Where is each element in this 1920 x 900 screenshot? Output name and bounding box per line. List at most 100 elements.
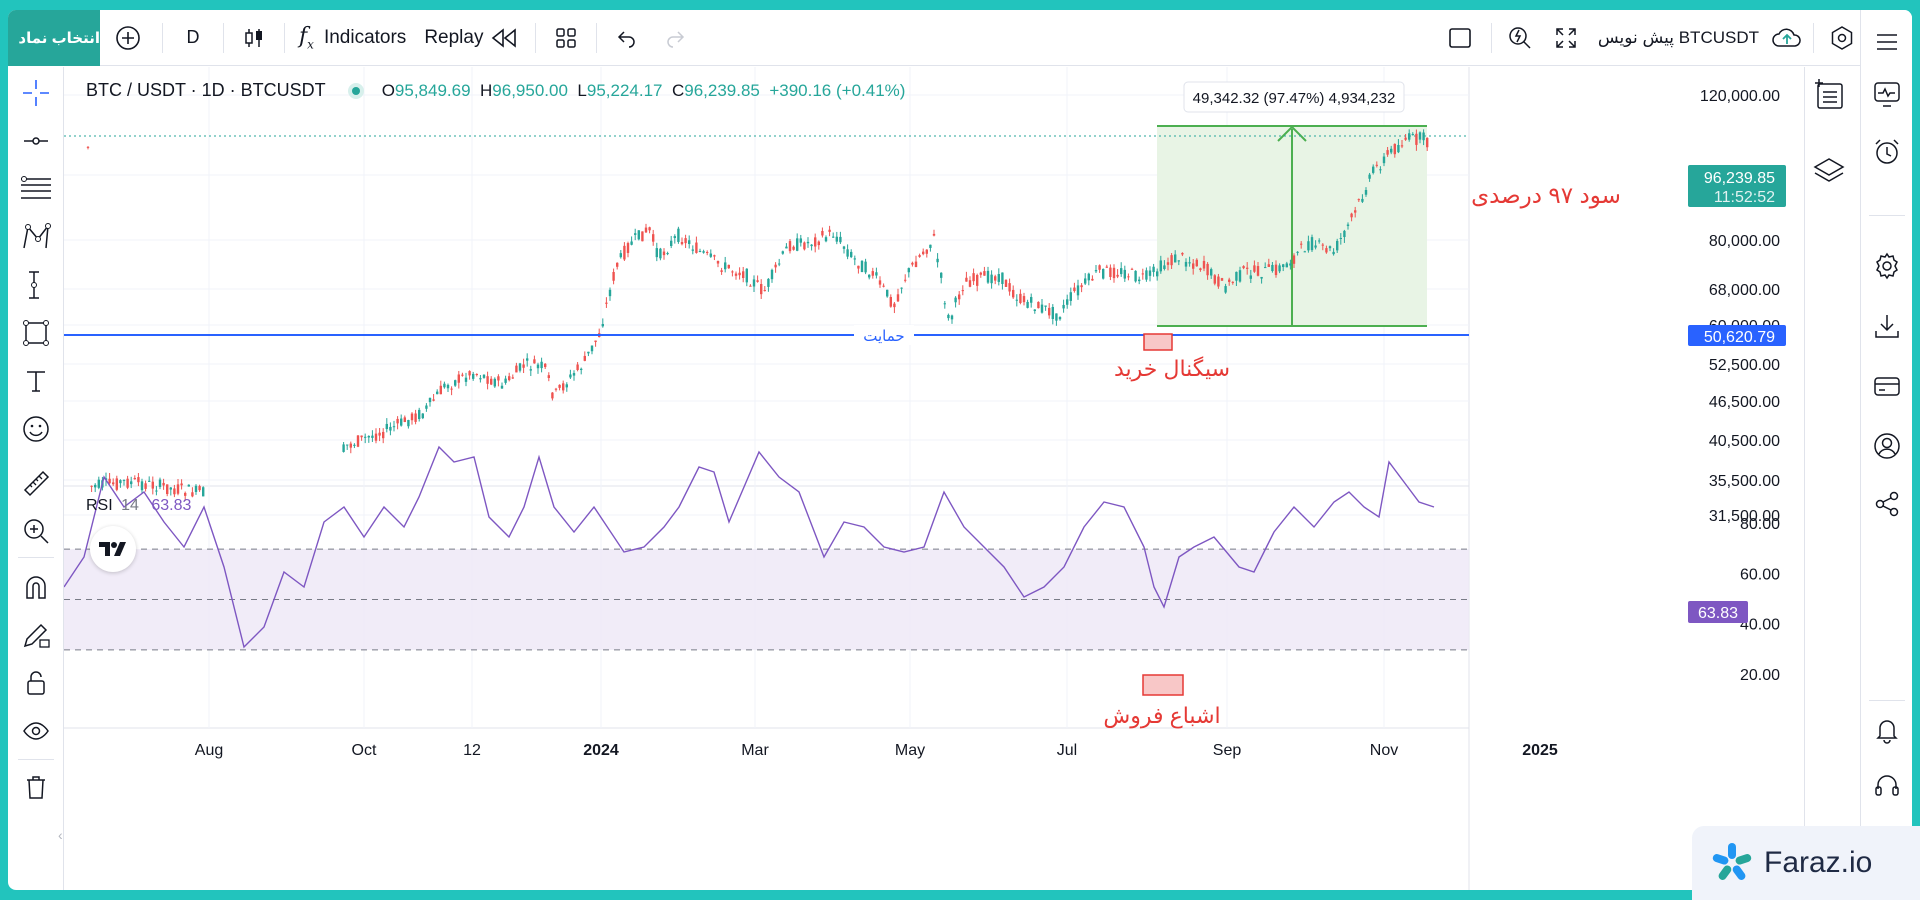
candle [364, 433, 367, 444]
alerts-button[interactable] [1867, 132, 1907, 172]
help-button[interactable] [1867, 766, 1907, 806]
zoom-tool[interactable] [16, 511, 56, 551]
candle [1339, 233, 1342, 245]
menu-button[interactable] [1867, 22, 1907, 62]
candle [893, 301, 896, 314]
candle [374, 428, 378, 444]
candle [122, 479, 126, 486]
candle [889, 294, 892, 308]
close-value: 96,239.85 [684, 80, 760, 100]
chart-legend: BTC / USDT · 1D · BTCUSDT O95,849.69 H96… [86, 80, 905, 101]
interval-button[interactable]: D [186, 27, 200, 47]
candle [828, 225, 831, 237]
candle [695, 236, 698, 254]
pattern-tool[interactable] [16, 217, 56, 257]
candle [655, 242, 658, 262]
lock-drawings-tool[interactable] [16, 663, 56, 703]
candle [688, 235, 691, 249]
maximize-button[interactable] [1542, 10, 1590, 66]
emoji-icon [23, 416, 49, 442]
settings-button[interactable] [1867, 246, 1907, 286]
support-label-bg [854, 325, 914, 345]
projection-tool[interactable] [16, 265, 56, 305]
lock-icon [27, 671, 45, 695]
menu-icon [1877, 34, 1897, 50]
text-tool[interactable] [16, 361, 56, 401]
candle [846, 244, 849, 260]
add-symbol-button[interactable] [100, 10, 156, 66]
quick-search-button[interactable] [1498, 10, 1542, 66]
list-plus-icon [1815, 79, 1843, 109]
undo-button[interactable] [603, 10, 651, 66]
watchlist-button[interactable] [1809, 75, 1849, 115]
layout-button[interactable] [542, 10, 590, 66]
candle [659, 247, 662, 261]
replay-button[interactable]: Replay [414, 10, 529, 66]
billing-button[interactable] [1867, 366, 1907, 406]
measure-tool-icon [29, 271, 39, 299]
cloud-save-button[interactable] [1767, 10, 1807, 66]
layout-name-button[interactable]: BTCUSDT پیش نویس [1590, 10, 1767, 66]
stay-drawing-tool[interactable] [16, 615, 56, 655]
candle [1069, 287, 1072, 306]
magnet-tool[interactable] [16, 567, 56, 607]
candle [796, 233, 799, 252]
crosshair-tool[interactable] [16, 73, 56, 113]
remove-drawings-tool[interactable] [16, 767, 56, 807]
measure-arrow-head [1277, 125, 1307, 142]
candle [742, 266, 745, 283]
candle [1138, 276, 1141, 285]
candle [1202, 255, 1206, 272]
tradingview-logo[interactable] [90, 526, 136, 572]
candle [554, 387, 558, 392]
candle [1026, 299, 1029, 309]
fib-tool[interactable] [16, 169, 56, 209]
candle [1008, 278, 1011, 296]
candle [580, 367, 583, 375]
candle [1289, 259, 1292, 270]
candle [547, 372, 550, 382]
pulse-button[interactable] [1867, 74, 1907, 114]
candle [1220, 277, 1224, 281]
candle [1325, 245, 1328, 254]
emoji-tool[interactable] [16, 409, 56, 449]
redo-button[interactable] [651, 10, 699, 66]
candle [1228, 277, 1231, 286]
candle [140, 478, 144, 494]
hide-drawings-tool[interactable] [16, 711, 56, 751]
rsi-legend[interactable]: RSI 14 63.83 [86, 497, 191, 515]
symbol-search-button[interactable]: انتخاب نماد [8, 10, 100, 66]
last-price-text: 96,239.85 [1704, 170, 1775, 187]
candle [590, 345, 594, 355]
candle [605, 297, 608, 308]
ruler-tool[interactable] [16, 463, 56, 503]
indicators-button[interactable]: fx Indicators [291, 10, 414, 66]
candle [961, 285, 964, 296]
shape-tool[interactable] [16, 313, 56, 353]
candle [1051, 304, 1054, 325]
candle [396, 416, 399, 430]
candle [907, 267, 910, 278]
fullscreen-toggle-button[interactable] [1435, 10, 1485, 66]
candle [191, 487, 194, 498]
symbol-pair[interactable]: BTC / USDT · 1D · BTCUSDT [86, 80, 326, 100]
chart-settings-button[interactable] [1820, 10, 1864, 66]
object-tree-button[interactable] [1809, 151, 1849, 191]
download-button[interactable] [1867, 306, 1907, 346]
share-button[interactable] [1867, 484, 1907, 524]
candle [515, 362, 518, 373]
collapse-toolbar-icon[interactable]: ‹ [58, 827, 63, 843]
price-tick: 52,500.00 [1709, 357, 1780, 374]
trend-line-tool[interactable] [16, 121, 56, 161]
chart-type-button[interactable] [230, 10, 278, 66]
chart-canvas[interactable]: 120,000.00100,000.0080,000.0068,000.0060… [64, 67, 1804, 890]
notifications-button[interactable] [1867, 710, 1907, 750]
candle [450, 386, 453, 396]
candle [360, 435, 363, 441]
plus-circle-icon [116, 25, 140, 50]
candle [738, 267, 741, 280]
candle [990, 270, 993, 289]
candle [1372, 164, 1375, 175]
candle [850, 249, 853, 259]
profile-button[interactable] [1867, 426, 1907, 466]
